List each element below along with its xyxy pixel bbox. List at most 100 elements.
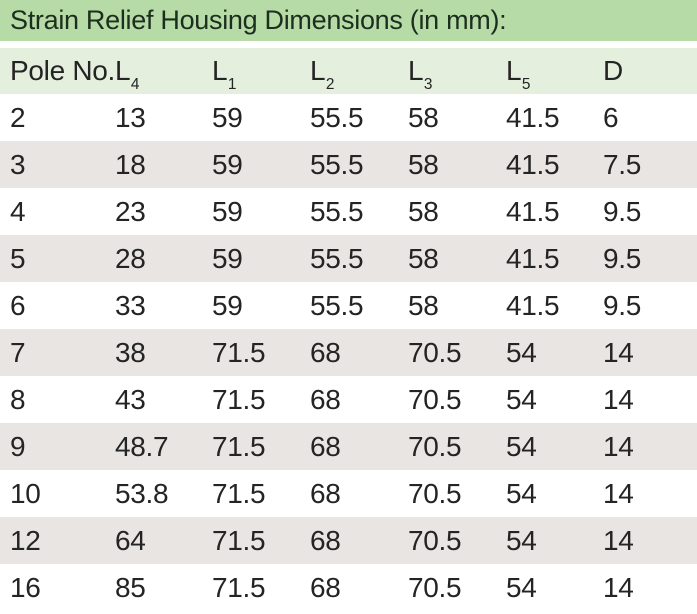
cell-l4-pole-10: 53.8 [115,477,169,509]
cell-d-pole-8: 14 [603,383,634,415]
cell-l2-pole-4: 55.5 [310,195,364,227]
cell-l1-pole-6: 59 [212,289,243,321]
cell-l3-pole-10: 70.5 [408,477,462,509]
column-header-l2: L2 [310,55,335,94]
column-header-subscript: 1 [227,76,237,94]
cell-d-pole-10: 14 [603,477,634,509]
cell-l4-pole-6: 33 [115,289,146,321]
cell-pole_no-pole-3: 3 [10,148,26,180]
cell-d-pole-7: 14 [603,336,634,368]
title-divider [0,41,697,48]
column-header-d: D [603,55,623,86]
cell-l3-pole-3: 58 [408,148,439,180]
cell-l5-pole-10: 54 [506,477,537,509]
cell-d-pole-16: 14 [603,571,634,603]
column-header-subscript: 4 [130,76,140,94]
cell-pole_no-pole-6: 6 [10,289,26,321]
cell-l3-pole-5: 58 [408,242,439,274]
cell-l5-pole-2: 41.5 [506,101,560,133]
cell-d-pole-3: 7.5 [603,148,642,180]
column-header-l3: L3 [408,55,433,94]
table-row-pole-10: 10 53.8 71.5 68 70.5 54 14 [0,470,697,517]
table-row-pole-2: 2 13 59 55.5 58 41.5 6 [0,94,697,141]
column-header-l4: L4 [115,55,140,94]
cell-l3-pole-4: 58 [408,195,439,227]
cell-l3-pole-9: 70.5 [408,430,462,462]
cell-pole_no-pole-16: 16 [10,571,41,603]
cell-l3-pole-2: 58 [408,101,439,133]
cell-l2-pole-3: 55.5 [310,148,364,180]
cell-l5-pole-16: 54 [506,571,537,603]
cell-pole_no-pole-8: 8 [10,383,26,415]
cell-l2-pole-10: 68 [310,477,341,509]
cell-l3-pole-6: 58 [408,289,439,321]
table-row-pole-3: 3 18 59 55.5 58 41.5 7.5 [0,141,697,188]
cell-l4-pole-5: 28 [115,242,146,274]
column-header-pole-no-: Pole No. [10,55,115,86]
cell-l3-pole-8: 70.5 [408,383,462,415]
cell-l4-pole-3: 18 [115,148,146,180]
cell-l1-pole-10: 71.5 [212,477,266,509]
cell-pole_no-pole-2: 2 [10,101,26,133]
table-row-pole-4: 4 23 59 55.5 58 41.5 9.5 [0,188,697,235]
cell-pole_no-pole-5: 5 [10,242,26,274]
cell-d-pole-12: 14 [603,524,634,556]
table-row-pole-16: 16 85 71.5 68 70.5 54 14 [0,564,697,611]
column-header-subscript: 3 [423,76,433,94]
cell-d-pole-4: 9.5 [603,195,642,227]
column-header-subscript: 2 [325,76,335,94]
cell-l5-pole-12: 54 [506,524,537,556]
table-title: Strain Relief Housing Dimensions (in mm)… [10,5,507,35]
cell-pole_no-pole-12: 12 [10,524,41,556]
cell-l2-pole-2: 55.5 [310,101,364,133]
cell-l1-pole-7: 71.5 [212,336,266,368]
cell-pole_no-pole-7: 7 [10,336,26,368]
cell-l2-pole-6: 55.5 [310,289,364,321]
table-body: 2 13 59 55.5 58 41.5 6 3 18 59 55.5 58 41.5 7.5 4 23 59 5… [0,94,697,611]
cell-l3-pole-16: 70.5 [408,571,462,603]
cell-l1-pole-3: 59 [212,148,243,180]
column-header-l1: L1 [212,55,237,94]
cell-d-pole-2: 6 [603,101,619,133]
cell-l4-pole-9: 48.7 [115,430,169,462]
cell-d-pole-5: 9.5 [603,242,642,274]
cell-l2-pole-8: 68 [310,383,341,415]
cell-l1-pole-8: 71.5 [212,383,266,415]
cell-pole_no-pole-4: 4 [10,195,26,227]
cell-l4-pole-2: 13 [115,101,146,133]
table-header: Pole No. L4 L1 L2 L3 L5 D [0,48,697,94]
table-header-row: Pole No. L4 L1 L2 L3 L5 D [0,48,697,94]
cell-l4-pole-16: 85 [115,571,146,603]
cell-l1-pole-4: 59 [212,195,243,227]
strain-relief-dimensions-table: Pole No. L4 L1 L2 L3 L5 D 2 13 59 55.5 58 41.5 6 3 18 5… [0,48,697,611]
table-title-bar: Strain Relief Housing Dimensions (in mm)… [0,0,697,41]
cell-l5-pole-9: 54 [506,430,537,462]
table-row-pole-6: 6 33 59 55.5 58 41.5 9.5 [0,282,697,329]
cell-l5-pole-7: 54 [506,336,537,368]
cell-l1-pole-9: 71.5 [212,430,266,462]
cell-d-pole-9: 14 [603,430,634,462]
column-header-subscript: 5 [521,76,531,94]
cell-l1-pole-12: 71.5 [212,524,266,556]
table-row-pole-8: 8 43 71.5 68 70.5 54 14 [0,376,697,423]
cell-pole_no-pole-9: 9 [10,430,26,462]
cell-l1-pole-16: 71.5 [212,571,266,603]
cell-l4-pole-8: 43 [115,383,146,415]
cell-d-pole-6: 9.5 [603,289,642,321]
cell-l5-pole-8: 54 [506,383,537,415]
table-row-pole-9: 9 48.7 71.5 68 70.5 54 14 [0,423,697,470]
cell-l5-pole-3: 41.5 [506,148,560,180]
table-row-pole-12: 12 64 71.5 68 70.5 54 14 [0,517,697,564]
cell-l5-pole-6: 41.5 [506,289,560,321]
cell-l3-pole-7: 70.5 [408,336,462,368]
table-row-pole-7: 7 38 71.5 68 70.5 54 14 [0,329,697,376]
cell-l2-pole-7: 68 [310,336,341,368]
cell-l1-pole-2: 59 [212,101,243,133]
cell-l5-pole-5: 41.5 [506,242,560,274]
cell-l1-pole-5: 59 [212,242,243,274]
cell-l2-pole-5: 55.5 [310,242,364,274]
cell-l2-pole-9: 68 [310,430,341,462]
cell-l5-pole-4: 41.5 [506,195,560,227]
cell-l4-pole-4: 23 [115,195,146,227]
cell-l3-pole-12: 70.5 [408,524,462,556]
